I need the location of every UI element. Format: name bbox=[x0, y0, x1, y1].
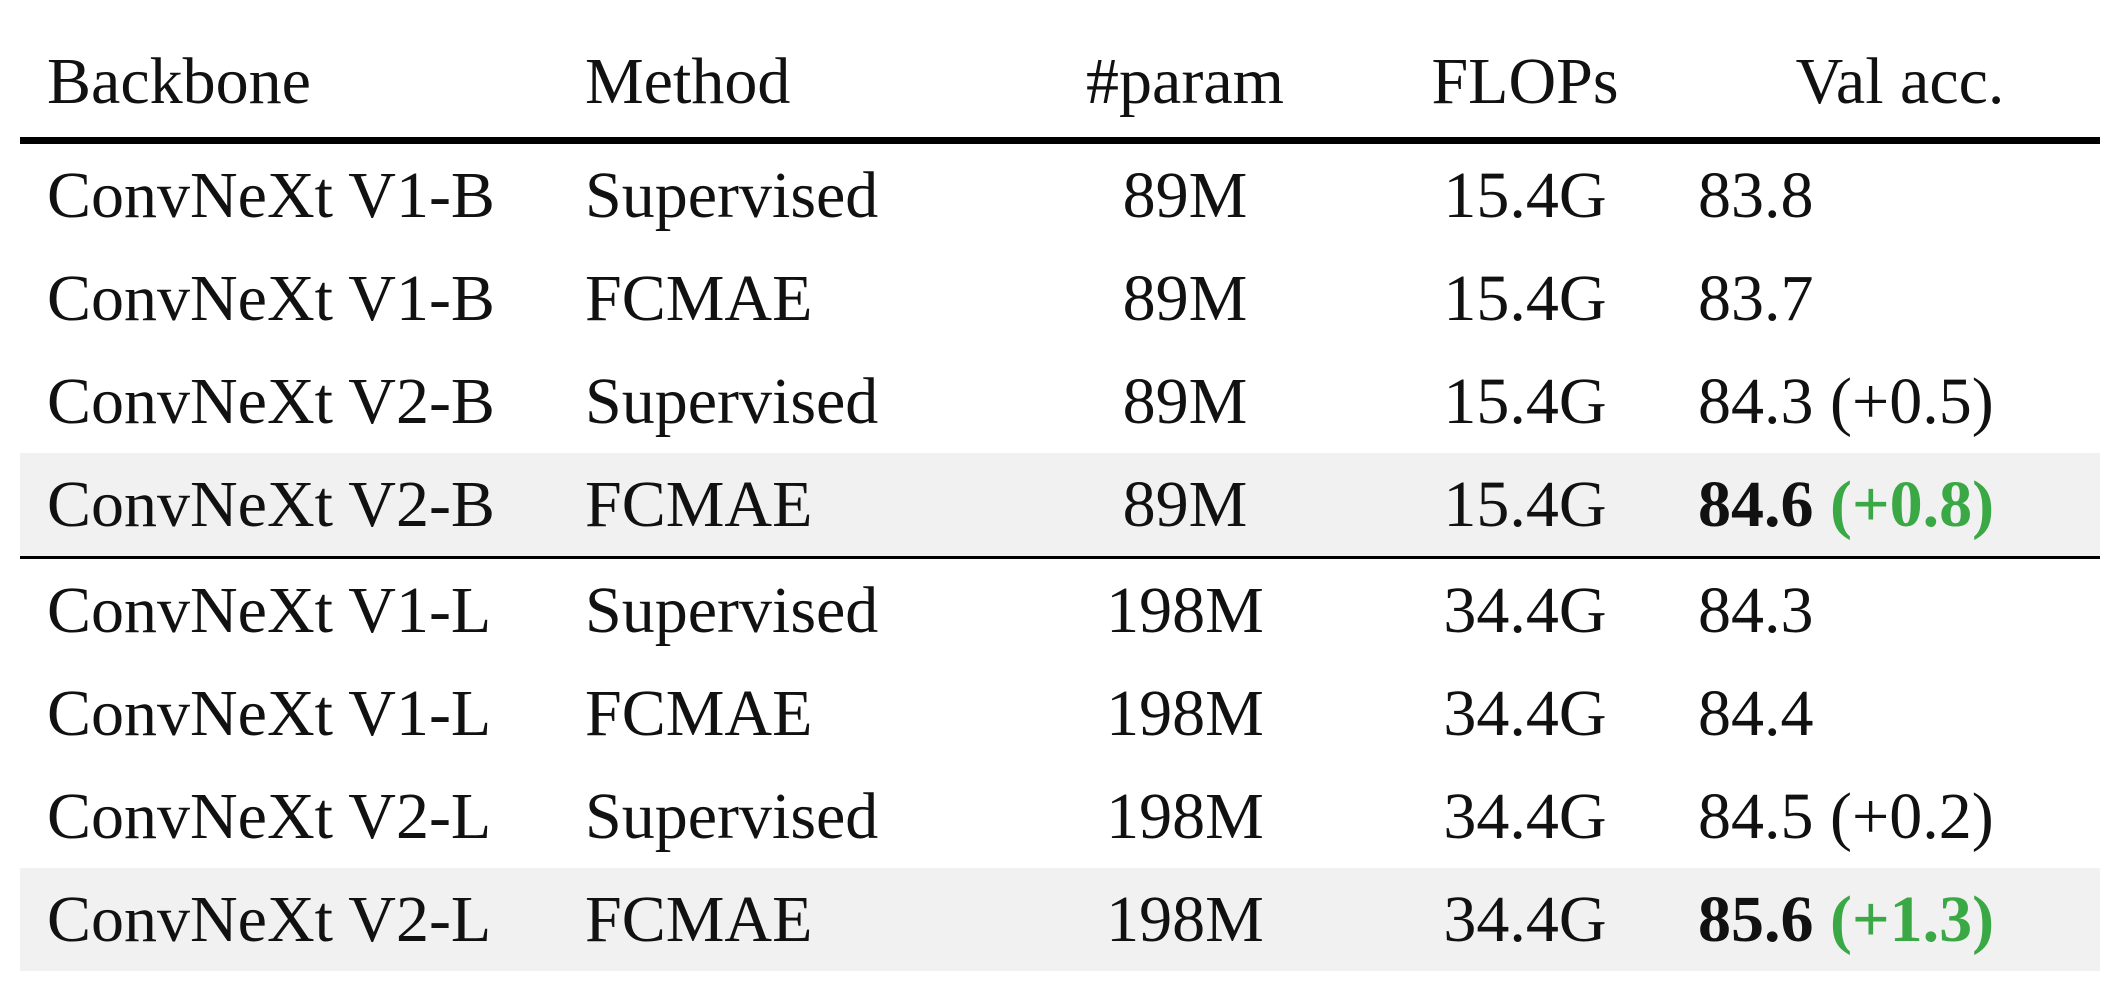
val-acc-cell: 84.5 (+0.2) bbox=[1698, 765, 1994, 868]
method-cell: FCMAE bbox=[585, 677, 813, 750]
flops-cell: 34.4G bbox=[1443, 780, 1607, 853]
table-row: ConvNeXt V2-L FCMAE 198M 34.4G 85.6 (+1.3) bbox=[20, 868, 2100, 971]
params-cell: 198M bbox=[1106, 574, 1264, 647]
table-row: ConvNeXt V2-B FCMAE 89M 15.4G 84.6 (+0.8) bbox=[20, 453, 2100, 556]
row-group: ConvNeXt V1-B Supervised 89M 15.4G 83.8 ConvN… bbox=[20, 144, 2100, 556]
acc-value: 84.4 bbox=[1698, 677, 1814, 750]
params-cell: 89M bbox=[1122, 262, 1248, 335]
acc-value: 84.6 bbox=[1698, 468, 1814, 541]
backbone-cell: ConvNeXt V1-L bbox=[47, 677, 492, 750]
header-params: #param bbox=[1086, 45, 1284, 118]
val-acc-cell: 83.7 bbox=[1698, 247, 1814, 350]
acc-value: 84.5 bbox=[1698, 780, 1814, 853]
acc-gain: (+0.5) bbox=[1830, 365, 1994, 438]
params-cell: 198M bbox=[1106, 780, 1264, 853]
flops-cell: 34.4G bbox=[1443, 574, 1607, 647]
backbone-cell: ConvNeXt V2-B bbox=[47, 468, 495, 541]
table-body: ConvNeXt V1-B Supervised 89M 15.4G 83.8 ConvN… bbox=[20, 144, 2100, 971]
params-cell: 89M bbox=[1122, 468, 1248, 541]
header-backbone: Backbone bbox=[47, 45, 311, 118]
acc-value: 83.8 bbox=[1698, 159, 1814, 232]
method-cell: Supervised bbox=[585, 574, 879, 647]
val-acc-cell: 85.6 (+1.3) bbox=[1698, 868, 1994, 971]
acc-gain: (+0.8) bbox=[1830, 468, 1995, 541]
flops-cell: 34.4G bbox=[1443, 677, 1607, 750]
method-cell: FCMAE bbox=[585, 468, 813, 541]
val-acc-cell: 84.4 bbox=[1698, 662, 1814, 765]
table-row: ConvNeXt V1-B Supervised 89M 15.4G 83.8 bbox=[20, 144, 2100, 247]
val-acc-cell: 84.3 (+0.5) bbox=[1698, 350, 1994, 453]
params-cell: 89M bbox=[1122, 159, 1248, 232]
val-acc-cell: 84.6 (+0.8) bbox=[1698, 453, 1994, 556]
group-divider bbox=[20, 556, 2100, 559]
table-row: ConvNeXt V2-B Supervised 89M 15.4G 84.3 (+0.… bbox=[20, 350, 2100, 453]
table-row: ConvNeXt V1-L FCMAE 198M 34.4G 84.4 bbox=[20, 662, 2100, 765]
params-cell: 89M bbox=[1122, 365, 1248, 438]
acc-gain: (+1.3) bbox=[1830, 883, 1995, 956]
table-row: ConvNeXt V1-B FCMAE 89M 15.4G 83.7 bbox=[20, 247, 2100, 350]
results-table: Backbone Method #param FLOPs Val acc. Co… bbox=[20, 30, 2100, 971]
method-cell: Supervised bbox=[585, 780, 879, 853]
backbone-cell: ConvNeXt V1-L bbox=[47, 574, 492, 647]
acc-gain: (+0.2) bbox=[1830, 780, 1994, 853]
params-cell: 198M bbox=[1106, 677, 1264, 750]
flops-cell: 15.4G bbox=[1443, 365, 1607, 438]
params-cell: 198M bbox=[1106, 883, 1264, 956]
header-rule bbox=[20, 137, 2100, 144]
table-row: ConvNeXt V2-L Supervised 198M 34.4G 84.5 (+0… bbox=[20, 765, 2100, 868]
backbone-cell: ConvNeXt V1-B bbox=[47, 262, 495, 335]
flops-cell: 34.4G bbox=[1443, 883, 1607, 956]
backbone-cell: ConvNeXt V2-B bbox=[47, 365, 495, 438]
val-acc-cell: 83.8 bbox=[1698, 144, 1814, 247]
acc-value: 83.7 bbox=[1698, 262, 1814, 335]
method-cell: FCMAE bbox=[585, 262, 813, 335]
backbone-cell: ConvNeXt V2-L bbox=[47, 780, 492, 853]
method-cell: Supervised bbox=[585, 159, 879, 232]
method-cell: Supervised bbox=[585, 365, 879, 438]
flops-cell: 15.4G bbox=[1443, 159, 1607, 232]
table-row: ConvNeXt V1-L Supervised 198M 34.4G 84.3 bbox=[20, 559, 2100, 662]
method-cell: FCMAE bbox=[585, 883, 813, 956]
val-acc-cell: 84.3 bbox=[1698, 559, 1814, 662]
header-flops: FLOPs bbox=[1431, 45, 1619, 118]
acc-value: 84.3 bbox=[1698, 365, 1814, 438]
flops-cell: 15.4G bbox=[1443, 262, 1607, 335]
backbone-cell: ConvNeXt V2-L bbox=[47, 883, 492, 956]
row-group: ConvNeXt V1-L Supervised 198M 34.4G 84.3 Conv… bbox=[20, 559, 2100, 971]
header-val-acc: Val acc. bbox=[1795, 45, 2005, 118]
flops-cell: 15.4G bbox=[1443, 468, 1607, 541]
header-method: Method bbox=[585, 45, 791, 118]
header-row: Backbone Method #param FLOPs Val acc. bbox=[20, 30, 2100, 133]
acc-value: 85.6 bbox=[1698, 883, 1814, 956]
backbone-cell: ConvNeXt V1-B bbox=[47, 159, 495, 232]
acc-value: 84.3 bbox=[1698, 574, 1814, 647]
